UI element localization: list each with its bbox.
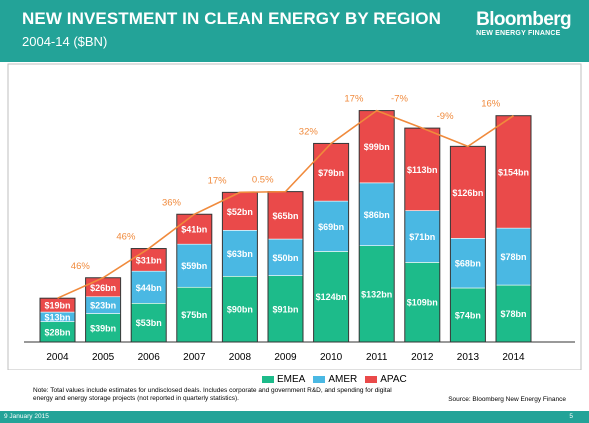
chart-note: Note: Total values include estimates for…: [33, 387, 392, 402]
bar-amer-2006: [130, 270, 167, 304]
growth-label-2008: 17%: [208, 175, 228, 186]
x-tick-2008: 2008: [229, 352, 252, 363]
brand-subtitle: NEW ENERGY FINANCE: [476, 30, 561, 37]
x-tick-2006: 2006: [138, 352, 161, 363]
bar-amer-2014: [495, 227, 532, 286]
legend-swatch-amer: [313, 376, 326, 383]
growth-label-2012: -7%: [391, 94, 408, 105]
growth-label-2011: 17%: [344, 94, 364, 105]
data-label-amer-2006: $44bn: [136, 283, 162, 293]
growth-label-2006: 46%: [116, 232, 136, 243]
x-tick-2013: 2013: [457, 352, 480, 363]
data-label-amer-2012: $71bn: [409, 232, 435, 242]
data-label-amer-2010: $69bn: [318, 222, 344, 232]
data-label-amer-2008: $63bn: [227, 249, 253, 259]
growth-label-2005: 46%: [71, 261, 91, 272]
data-label-apac-2009: $65bn: [272, 211, 298, 221]
data-label-apac-2007: $41bn: [181, 225, 207, 235]
data-label-apac-2014: $154bn: [498, 167, 529, 177]
legend-swatch-apac: [365, 376, 378, 383]
chart-legend: EMEA AMER APAC: [262, 374, 415, 385]
legend-label-amer: AMER: [328, 374, 358, 385]
legend-label-emea: EMEA: [277, 374, 306, 385]
x-tick-2010: 2010: [320, 352, 343, 363]
x-tick-2014: 2014: [502, 352, 525, 363]
data-label-emea-2009: $91bn: [272, 304, 298, 314]
x-tick-2007: 2007: [183, 352, 206, 363]
bar-amer-2010: [313, 200, 349, 252]
x-tick-2012: 2012: [411, 352, 434, 363]
data-label-apac-2006: $31bn: [136, 255, 162, 265]
bar-emea-2013: [450, 287, 486, 343]
bar-amer-2007: [176, 243, 213, 288]
chart-subtitle: 2004-14 ($BN): [22, 34, 108, 49]
data-label-amer-2004: $13bn: [44, 312, 70, 322]
data-label-apac-2008: $52bn: [227, 207, 253, 217]
data-label-apac-2004: $19bn: [44, 301, 70, 311]
legend-swatch-emea: [262, 376, 274, 383]
growth-label-2010: 32%: [299, 126, 319, 137]
chart-source: Source: Bloomberg New Energy Finance: [448, 396, 566, 403]
data-label-emea-2007: $75bn: [181, 310, 207, 320]
data-label-amer-2014: $78bn: [500, 252, 526, 262]
growth-label-2009: 0.5%: [252, 175, 274, 186]
bar-emea-2011: [358, 245, 395, 343]
data-label-amer-2005: $23bn: [90, 301, 116, 311]
data-label-apac-2013: $126bn: [452, 188, 483, 198]
chart-title: NEW INVESTMENT IN CLEAN ENERGY BY REGION: [22, 9, 441, 28]
data-label-emea-2011: $132bn: [361, 289, 392, 299]
data-label-amer-2009: $50bn: [272, 253, 298, 263]
growth-line: [57, 109, 514, 299]
growth-label-2007: 36%: [162, 197, 182, 208]
legend-item-apac: APAC: [365, 374, 407, 385]
growth-label-2014: 16%: [481, 99, 501, 110]
legend-item-emea: EMEA: [262, 374, 305, 385]
header-bar: NEW INVESTMENT IN CLEAN ENERGY BY REGION…: [0, 0, 589, 62]
footer-date: 9 January 2015: [4, 413, 49, 420]
bar-amer-2009: [267, 238, 304, 276]
bar-amer-2011: [358, 182, 395, 246]
data-label-apac-2011: $99bn: [364, 142, 390, 152]
brand-name: Bloomberg: [476, 9, 571, 30]
bar-apac-2009: [267, 191, 304, 240]
stacked-bar-chart: $28bn $13bn$19bn 2004 $39bn $23bn $26bn 2005 $5…: [7, 63, 582, 370]
data-label-emea-2010: $124bn: [316, 292, 347, 302]
legend-label-apac: APAC: [380, 374, 407, 385]
x-tick-2005: 2005: [92, 352, 115, 363]
bar-apac-2012: [404, 127, 441, 211]
data-label-amer-2007: $59bn: [181, 261, 207, 271]
data-label-emea-2013: $74bn: [455, 310, 481, 320]
data-label-apac-2005: $26bn: [90, 283, 116, 293]
data-label-emea-2006: $53bn: [136, 318, 162, 328]
bar-apac-2010: [313, 143, 349, 202]
legend-item-amer: AMER: [313, 374, 357, 385]
growth-label-2013: -9%: [437, 111, 454, 122]
data-label-amer-2013: $68bn: [455, 259, 481, 269]
data-label-emea-2004: $28bn: [44, 327, 70, 337]
bar-amer-2012: [404, 210, 441, 263]
data-label-emea-2014: $78bn: [500, 309, 526, 319]
data-label-apac-2010: $79bn: [318, 168, 344, 178]
data-label-emea-2008: $90bn: [227, 305, 253, 315]
bar-amer-2013: [450, 238, 486, 289]
bloomberg-logo: Bloomberg NEW ENERGY FINANCE: [476, 10, 571, 38]
bar-emea-2010: [313, 251, 349, 343]
data-label-amer-2011: $86bn: [364, 210, 390, 220]
data-label-apac-2012: $113bn: [407, 165, 438, 175]
x-tick-2009: 2009: [274, 352, 297, 363]
bar-emea-2009: [267, 275, 304, 343]
page-number: 5: [569, 413, 573, 420]
plot-frame: [7, 63, 582, 370]
data-label-emea-2012: $109bn: [407, 298, 438, 308]
footer-bar: 9 January 2015 5: [0, 411, 589, 423]
x-tick-2004: 2004: [46, 352, 69, 363]
data-label-emea-2005: $39bn: [90, 323, 116, 333]
x-tick-2011: 2011: [366, 352, 388, 363]
bar-emea-2008: [222, 276, 258, 343]
bar-amer-2008: [222, 230, 258, 277]
